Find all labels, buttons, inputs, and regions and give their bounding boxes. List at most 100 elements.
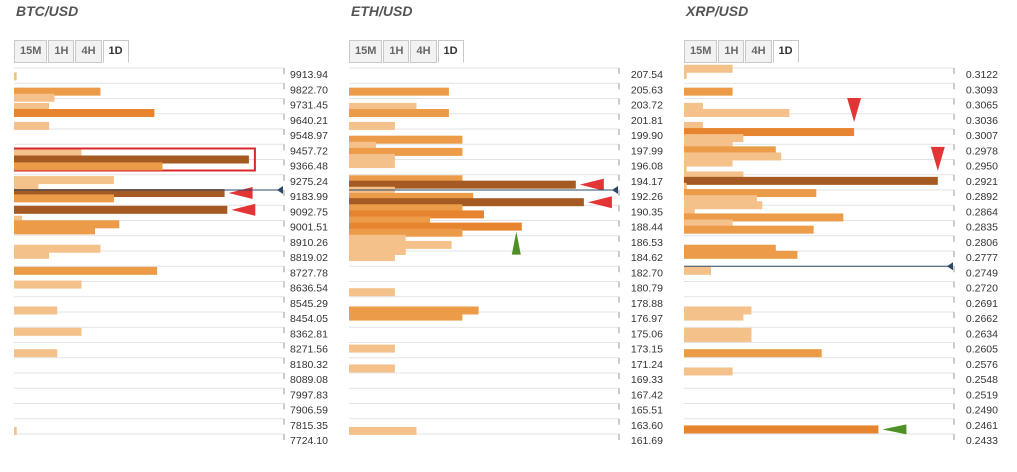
tab-1h[interactable]: 1H — [48, 40, 75, 63]
confluence-bar — [684, 102, 703, 111]
confluence-bar — [684, 333, 752, 342]
confluence-bar — [349, 153, 395, 162]
confluence-bar — [684, 244, 776, 253]
confluence-bar — [684, 70, 687, 79]
confluence-bar — [14, 250, 50, 259]
confluence-bar — [684, 121, 703, 130]
price-level-label: 0.2978 — [966, 145, 998, 157]
price-level-label: 0.2461 — [966, 420, 998, 432]
confluence-bar — [684, 207, 695, 216]
red-arrow-marker — [930, 146, 945, 171]
price-level-label: 180.79 — [631, 283, 663, 295]
confluence-bar — [14, 121, 50, 130]
confluence-bar — [14, 87, 101, 96]
confluence-bar — [349, 180, 576, 189]
price-level-label: 7815.35 — [290, 420, 328, 432]
confluence-bar — [684, 195, 757, 204]
confluence-bar — [14, 266, 158, 275]
confluence-bar — [684, 182, 687, 191]
eth-usd-panel: ETH/USD 15M 1H 4H 1D 207.54 205.63 203.72 2… — [349, 0, 669, 472]
price-level-label: 190.35 — [631, 206, 663, 218]
red-arrow-marker — [231, 203, 256, 216]
confluence-bar — [349, 234, 406, 243]
confluence-bar — [349, 135, 463, 144]
confluence-bar — [349, 121, 395, 130]
tab-1d[interactable]: 1D — [102, 40, 129, 63]
confluence-bar — [684, 128, 855, 137]
confluence-bar — [349, 108, 449, 117]
tab-1h[interactable]: 1H — [718, 40, 745, 63]
confluence-bar — [349, 240, 452, 249]
tab-4h[interactable]: 4H — [75, 40, 102, 63]
price-level-label: 165.51 — [631, 405, 663, 417]
price-level-label: 175.06 — [631, 328, 663, 340]
price-level-label: 169.33 — [631, 374, 663, 386]
price-level-label: 0.3122 — [966, 69, 998, 81]
price-level-label: 182.70 — [631, 267, 663, 279]
tab-1h[interactable]: 1H — [383, 40, 410, 63]
price-level-label: 173.15 — [631, 344, 663, 356]
price-level-label: 196.08 — [631, 161, 663, 173]
xrp-usd-panel: XRP/USD 15M 1H 4H 1D 0.3122 0.3093 0.3065 0… — [684, 0, 1004, 472]
confluence-bar — [684, 164, 687, 173]
confluence-bar — [684, 134, 744, 143]
price-level-label: 9731.45 — [290, 100, 328, 112]
chart-title: XRP/USD — [686, 3, 749, 19]
confluence-bar — [684, 108, 790, 117]
price-level-label: 0.3065 — [966, 100, 998, 112]
tab-4h[interactable]: 4H — [410, 40, 437, 63]
confluence-bar — [349, 186, 395, 195]
price-level-label: 0.2777 — [966, 252, 998, 264]
confluence-bar — [14, 155, 249, 164]
price-level-label: 0.2691 — [966, 298, 998, 310]
confluence-bar — [14, 327, 82, 336]
confluence-bar — [14, 220, 120, 229]
price-level-label: 9640.21 — [290, 115, 328, 127]
confluence-bar — [349, 160, 395, 169]
tab-4h[interactable]: 4H — [745, 40, 772, 63]
confluence-bar — [684, 213, 844, 222]
confluence-bar — [684, 306, 752, 315]
tab-15m[interactable]: 15M — [684, 40, 718, 63]
price-level-label: 0.2490 — [966, 405, 998, 417]
confluence-bar — [14, 162, 163, 171]
tab-15m[interactable]: 15M — [14, 40, 48, 63]
red-arrow-marker — [587, 196, 612, 209]
price-level-label: 8545.29 — [290, 298, 328, 310]
current-price-marker — [947, 262, 953, 271]
confluence-bar — [684, 367, 733, 376]
price-level-label: 7997.83 — [290, 389, 328, 401]
price-level-label: 0.2576 — [966, 359, 998, 371]
confluence-bar — [349, 141, 376, 150]
price-level-label: 203.72 — [631, 100, 663, 112]
price-level-label: 8454.05 — [290, 313, 328, 325]
price-level-label: 167.42 — [631, 389, 663, 401]
price-level-label: 9548.97 — [290, 130, 328, 142]
confluence-bar — [684, 152, 782, 161]
price-level-label: 8727.78 — [290, 267, 328, 279]
confluence-bar — [14, 205, 228, 214]
tab-15m[interactable]: 15M — [349, 40, 383, 63]
tab-1d[interactable]: 1D — [772, 40, 799, 63]
price-level-label: 0.2720 — [966, 283, 998, 295]
price-level-label: 0.2605 — [966, 344, 998, 356]
price-level-label: 0.2433 — [966, 435, 998, 447]
confluence-bar — [349, 147, 463, 156]
price-level-label: 205.63 — [631, 84, 663, 96]
confluence-bar — [684, 219, 733, 228]
price-level-label: 0.3036 — [966, 115, 998, 127]
price-level-label: 9183.99 — [290, 191, 328, 203]
price-level-label: 0.2806 — [966, 237, 998, 249]
price-level-label: 199.90 — [631, 130, 663, 142]
confluence-bar — [684, 250, 798, 259]
confluence-bar — [349, 204, 463, 213]
price-level-label: 0.2519 — [966, 389, 998, 401]
price-level-label: 9913.94 — [290, 69, 328, 81]
confluence-bar — [349, 364, 395, 373]
tab-1d[interactable]: 1D — [437, 40, 464, 63]
highlight-box — [14, 147, 256, 172]
confluence-bar — [684, 349, 822, 358]
chart-title: BTC/USD — [16, 3, 79, 19]
confluence-bar — [349, 344, 395, 353]
confluence-bar — [349, 253, 395, 262]
